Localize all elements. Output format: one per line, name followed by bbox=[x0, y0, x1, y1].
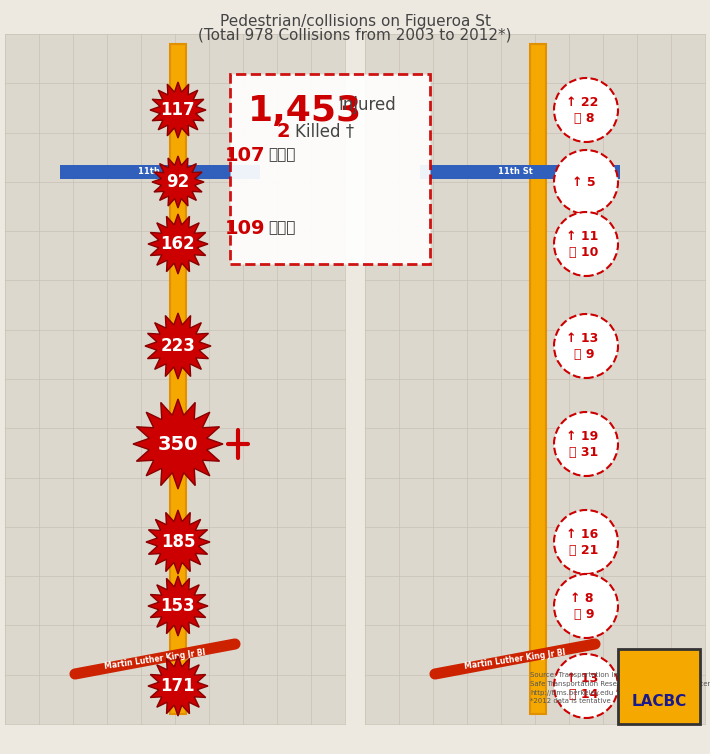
Text: 153: 153 bbox=[160, 597, 195, 615]
Circle shape bbox=[554, 212, 618, 276]
Circle shape bbox=[554, 78, 618, 142]
Circle shape bbox=[554, 654, 618, 718]
Polygon shape bbox=[148, 214, 208, 274]
FancyBboxPatch shape bbox=[618, 649, 700, 724]
FancyBboxPatch shape bbox=[170, 44, 186, 714]
Text: 109: 109 bbox=[224, 219, 265, 238]
Text: 11th St: 11th St bbox=[138, 167, 173, 176]
Text: 11th St: 11th St bbox=[498, 167, 532, 176]
Text: Martin Luther King Jr Bl: Martin Luther King Jr Bl bbox=[464, 648, 566, 670]
Circle shape bbox=[554, 574, 618, 638]
FancyBboxPatch shape bbox=[60, 165, 260, 179]
Text: (Total 978 Collisions from 2003 to 2012*): (Total 978 Collisions from 2003 to 2012*… bbox=[198, 28, 512, 43]
Text: 2: 2 bbox=[276, 122, 290, 141]
Text: 🚲 8: 🚲 8 bbox=[574, 112, 594, 125]
Text: ↑ 22: ↑ 22 bbox=[566, 96, 599, 109]
Polygon shape bbox=[148, 656, 208, 716]
Circle shape bbox=[554, 150, 618, 214]
Text: 171: 171 bbox=[160, 677, 195, 695]
Text: 🚶💥🚗: 🚶💥🚗 bbox=[268, 147, 295, 162]
Text: Source: Transportation Injury Mapping System
Safe Transportation Research and Ed: Source: Transportation Injury Mapping Sy… bbox=[530, 673, 710, 704]
Text: 117: 117 bbox=[160, 101, 195, 119]
Polygon shape bbox=[148, 576, 208, 636]
Text: Injured: Injured bbox=[338, 96, 395, 114]
Text: 🚲 31: 🚲 31 bbox=[569, 446, 599, 459]
Polygon shape bbox=[145, 313, 211, 379]
FancyBboxPatch shape bbox=[230, 74, 430, 264]
Text: 92: 92 bbox=[166, 173, 190, 191]
Text: 🚲💥🚗: 🚲💥🚗 bbox=[268, 220, 295, 235]
FancyBboxPatch shape bbox=[365, 34, 705, 724]
Text: 🚲 9: 🚲 9 bbox=[574, 608, 594, 621]
Text: ↑ 13: ↑ 13 bbox=[566, 332, 598, 345]
Text: 185: 185 bbox=[160, 533, 195, 551]
Text: ↑ 11: ↑ 11 bbox=[566, 229, 599, 243]
Circle shape bbox=[554, 412, 618, 476]
Polygon shape bbox=[152, 156, 204, 208]
Text: 1,453: 1,453 bbox=[248, 94, 362, 128]
Text: ↑ 5: ↑ 5 bbox=[572, 176, 596, 188]
Text: 350: 350 bbox=[158, 434, 198, 453]
Text: ↑ 13: ↑ 13 bbox=[566, 672, 598, 685]
Polygon shape bbox=[150, 82, 206, 138]
Text: 🚲 21: 🚲 21 bbox=[569, 544, 599, 557]
Circle shape bbox=[554, 510, 618, 574]
Text: ↑ 8: ↑ 8 bbox=[570, 591, 594, 605]
Text: ↑ 16: ↑ 16 bbox=[566, 528, 598, 541]
Polygon shape bbox=[146, 510, 210, 574]
Text: ↑ 19: ↑ 19 bbox=[566, 430, 598, 443]
Text: 🚲 14: 🚲 14 bbox=[569, 688, 599, 701]
Text: 107: 107 bbox=[224, 146, 265, 165]
Text: Martin Luther King Jr Bl: Martin Luther King Jr Bl bbox=[104, 648, 206, 670]
Text: 223: 223 bbox=[160, 337, 195, 355]
Text: 162: 162 bbox=[160, 235, 195, 253]
Text: Killed †: Killed † bbox=[295, 122, 354, 140]
Text: Pedestrian/collisions on Figueroa St: Pedestrian/collisions on Figueroa St bbox=[219, 14, 491, 29]
Circle shape bbox=[554, 314, 618, 378]
FancyBboxPatch shape bbox=[530, 44, 546, 714]
Text: 🚲 10: 🚲 10 bbox=[569, 247, 599, 259]
Text: 🚲 9: 🚲 9 bbox=[574, 348, 594, 361]
Polygon shape bbox=[133, 399, 223, 489]
FancyBboxPatch shape bbox=[5, 34, 345, 724]
Text: LACBC: LACBC bbox=[631, 694, 687, 709]
FancyBboxPatch shape bbox=[420, 165, 620, 179]
